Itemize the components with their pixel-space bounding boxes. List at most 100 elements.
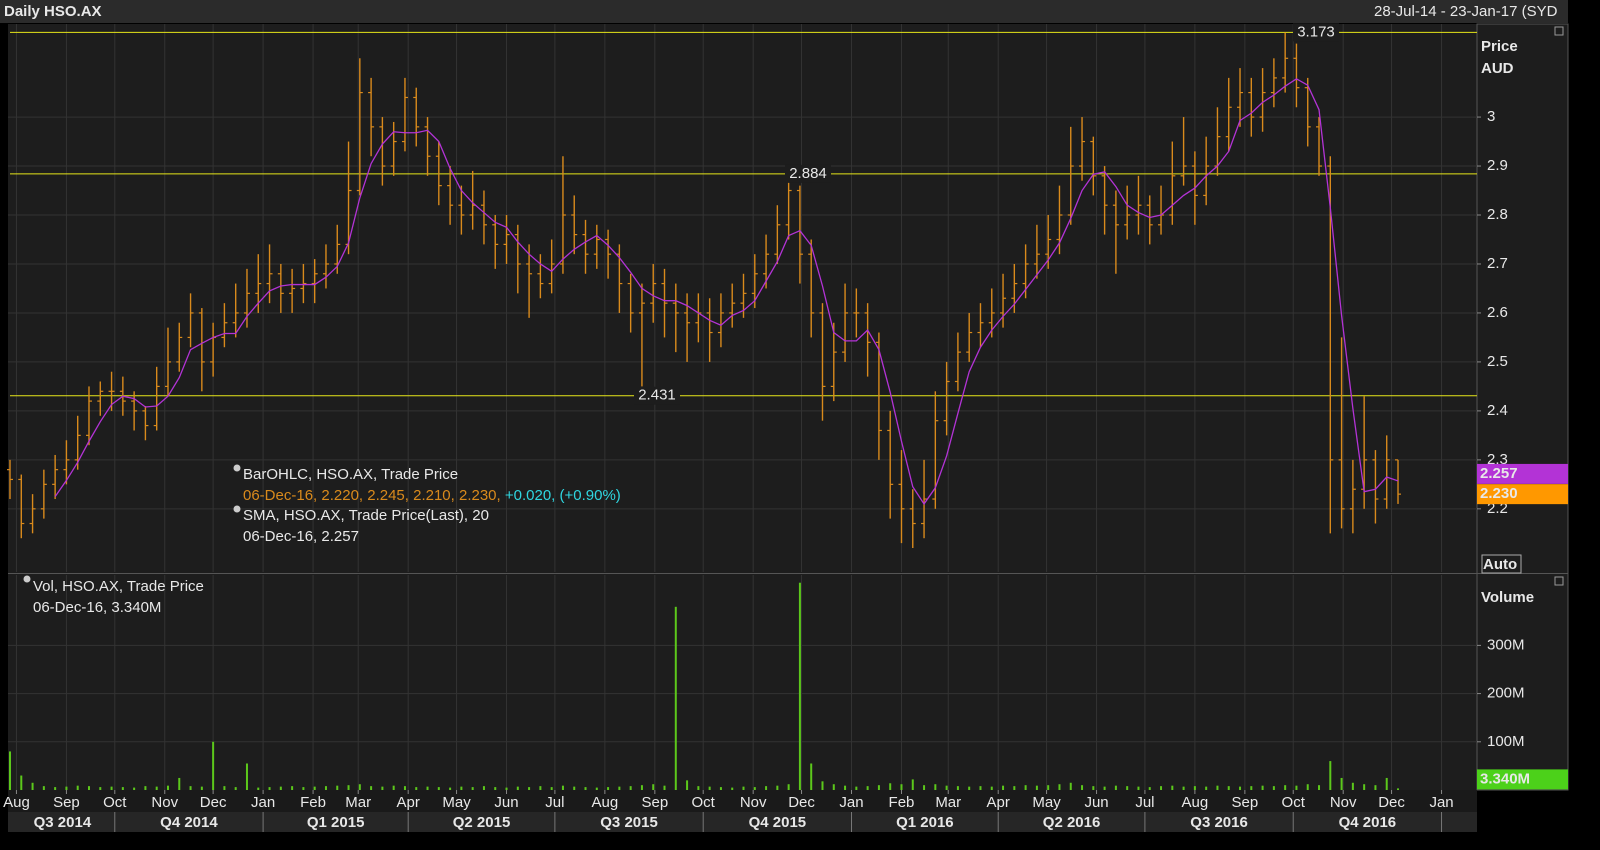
chart-title: Daily HSO.AX — [4, 3, 102, 20]
volume-bar — [1160, 786, 1163, 790]
last-value-badge — [1477, 769, 1568, 790]
volume-bar — [1103, 786, 1106, 790]
volume-bar — [1148, 787, 1151, 790]
volume-bar — [1058, 784, 1061, 790]
volume-bar — [1182, 786, 1185, 790]
volume-bar — [370, 786, 373, 790]
volume-bar — [618, 786, 621, 790]
volume-bar — [528, 787, 531, 790]
volume-bar — [212, 741, 215, 790]
volume-bar — [1002, 785, 1005, 790]
last-value-label: 2.230 — [1480, 485, 1518, 502]
volume-bar — [1397, 788, 1400, 790]
volume-bar — [821, 781, 824, 790]
x-tick-label: Nov — [1330, 794, 1357, 811]
reference-label-bg — [634, 386, 680, 405]
quarter-label: Q1 2015 — [307, 814, 365, 831]
legend-sma-values: 06-Dec-16, 2.257 — [243, 528, 359, 545]
volume-bar — [347, 785, 350, 790]
volume-bar — [595, 787, 598, 790]
volume-bar — [178, 777, 181, 790]
volume-bar — [245, 763, 248, 790]
x-tick-label: Feb — [300, 794, 326, 811]
volume-bar — [1047, 785, 1050, 790]
volume-bar — [1171, 785, 1174, 790]
volume-bar — [324, 786, 327, 790]
volume-bar — [855, 786, 858, 790]
date-range: 28-Jul-14 - 23-Jan-17 (SYD — [1374, 3, 1558, 20]
y-tick-label: 2.9 — [1487, 157, 1508, 174]
legend-icon[interactable] — [23, 575, 31, 583]
volume-bar — [1250, 786, 1253, 790]
volume-bar — [956, 786, 959, 790]
sma-line — [54, 78, 1399, 506]
volume-bar — [629, 786, 632, 790]
volume-bar — [437, 787, 440, 790]
volume-bar — [1024, 785, 1027, 790]
quarter-label: Q4 2016 — [1339, 814, 1397, 831]
volume-bar — [1295, 785, 1298, 790]
volume-bar — [87, 786, 90, 790]
volume-bar — [302, 787, 305, 790]
volume-bar — [652, 784, 655, 790]
quarter-strip — [8, 812, 1477, 832]
volume-bar — [449, 787, 452, 790]
volume-bar — [155, 786, 158, 790]
volume-bar — [1081, 785, 1084, 790]
panel-icon[interactable] — [1554, 26, 1564, 36]
panel-icon[interactable] — [1554, 576, 1564, 586]
x-tick-label: Jun — [1084, 794, 1108, 811]
autoscale-button[interactable] — [1481, 554, 1522, 574]
y-tick-label: 2.3 — [1487, 451, 1508, 468]
x-tick-label: Mar — [345, 794, 371, 811]
x-tick-label: May — [1032, 794, 1061, 811]
quarter-label: Q1 2016 — [896, 814, 954, 831]
volume-bar — [776, 785, 779, 790]
reference-label: 2.884 — [789, 165, 827, 182]
volume-bar — [742, 786, 745, 790]
volume-bar — [877, 785, 880, 790]
reference-label-bg — [785, 164, 831, 183]
volume-bar — [945, 785, 948, 790]
volume-bar — [911, 779, 914, 790]
x-tick-label: Sep — [641, 794, 668, 811]
volume-bar — [76, 785, 79, 790]
x-tick-label: Oct — [692, 794, 716, 811]
volume-bar — [42, 786, 45, 790]
volume-bar — [1363, 784, 1366, 790]
header-bar — [0, 0, 1568, 23]
volume-bar — [1137, 786, 1140, 790]
volume-bar — [392, 785, 395, 790]
quarter-label: Q2 2016 — [1043, 814, 1101, 831]
volume-bar — [494, 787, 497, 790]
volume-bar — [1069, 782, 1072, 790]
volume-bar — [1261, 785, 1264, 790]
volume-bar — [731, 787, 734, 790]
volume-bar — [1126, 786, 1129, 790]
x-tick-label: Aug — [3, 794, 30, 811]
legend-ohlc: BarOHLC, HSO.AX, Trade Price — [243, 466, 458, 483]
volume-bar — [1227, 786, 1230, 790]
y-tick-label: 3 — [1487, 108, 1495, 125]
autoscale-label[interactable]: Auto — [1483, 556, 1517, 573]
volume-bar — [1374, 785, 1377, 790]
legend-icon[interactable] — [233, 464, 241, 472]
volume-bar — [934, 784, 937, 790]
volume-bar — [640, 785, 643, 790]
x-tick-label: Mar — [935, 794, 961, 811]
volume-bar — [1013, 786, 1016, 790]
quarter-label: Q4 2014 — [160, 814, 218, 831]
volume-bar — [31, 782, 34, 790]
volume-bar — [20, 775, 23, 790]
volume-bar — [1114, 785, 1117, 790]
legend-icon[interactable] — [233, 505, 241, 513]
quarter-label: Q3 2015 — [600, 814, 658, 831]
volume-bar — [234, 787, 237, 790]
x-tick-label: Oct — [103, 794, 127, 811]
volume-bar — [268, 787, 271, 790]
volume-bar — [1193, 786, 1196, 790]
y2-axis-title: Volume — [1481, 589, 1534, 606]
y-tick-label: 2.6 — [1487, 304, 1508, 321]
volume-bar — [900, 784, 903, 790]
last-value-label: 2.257 — [1480, 465, 1518, 482]
